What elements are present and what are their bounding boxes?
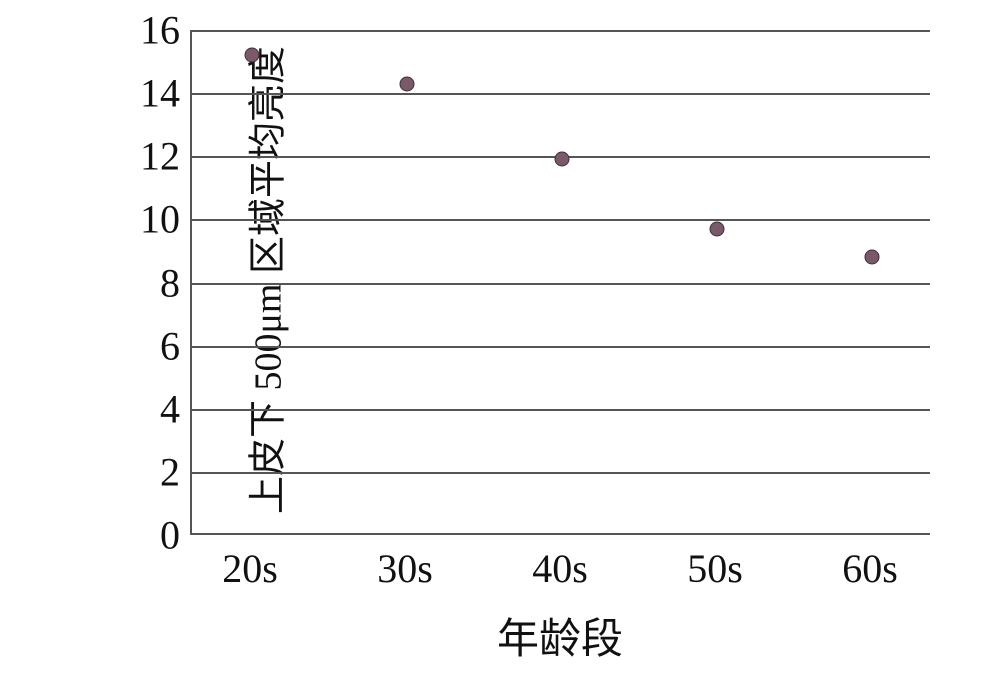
y-tick-label: 12	[0, 133, 180, 180]
gridline	[192, 409, 930, 411]
y-tick-label: 6	[0, 322, 180, 369]
data-point	[555, 152, 570, 167]
data-point	[710, 221, 725, 236]
y-tick-label: 0	[0, 512, 180, 559]
x-tick-label: 40s	[500, 545, 620, 592]
y-tick-label: 10	[0, 196, 180, 243]
gridline	[192, 346, 930, 348]
y-tick-label: 16	[0, 7, 180, 54]
gridline	[192, 30, 930, 32]
gridline	[192, 219, 930, 221]
x-tick-label: 20s	[190, 545, 310, 592]
scatter-chart: 上皮下 500μm 区域平均亮度 0246810121416 20s30s40s…	[40, 20, 960, 660]
y-tick-label: 14	[0, 70, 180, 117]
gridline	[192, 472, 930, 474]
x-tick-label: 50s	[655, 545, 775, 592]
x-tick-label: 30s	[345, 545, 465, 592]
data-point	[245, 48, 260, 63]
y-tick-label: 2	[0, 448, 180, 495]
data-point	[400, 76, 415, 91]
y-tick-label: 8	[0, 259, 180, 306]
x-tick-label: 60s	[810, 545, 930, 592]
x-axis-label: 年龄段	[190, 605, 930, 666]
data-point	[865, 250, 880, 265]
y-tick-label: 4	[0, 385, 180, 432]
gridline	[192, 283, 930, 285]
gridline	[192, 93, 930, 95]
plot-area	[190, 30, 930, 535]
